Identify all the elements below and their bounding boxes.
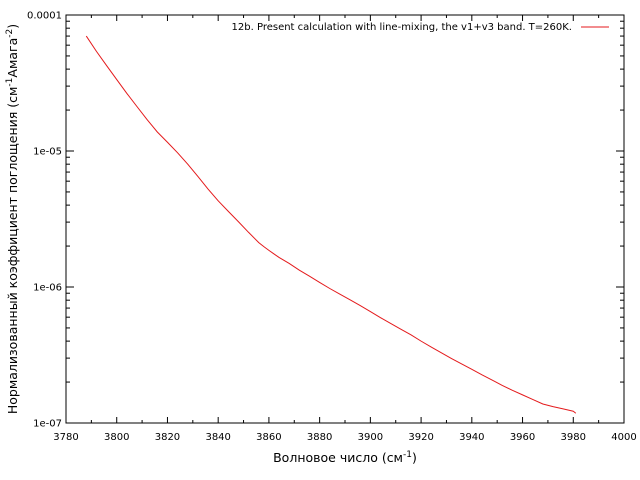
plot-frame: [65, 14, 625, 424]
legend-label: 12b. Present calculation with line-mixin…: [232, 22, 572, 33]
y-axis-ticks: 1e-07 1e-06 1e-05 0.0001: [27, 11, 624, 430]
x-tick-label: 3920: [408, 432, 433, 443]
x-tick-label: 3940: [459, 432, 484, 443]
x-tick-label: 3820: [155, 432, 180, 443]
y-tick-label: 1e-05: [33, 147, 62, 158]
x-axis-title: Волновое число (см-1): [273, 450, 417, 465]
x-tick-label: 3780: [53, 432, 78, 443]
y-tick-label: 1e-06: [33, 283, 62, 294]
x-tick-label: 3980: [561, 432, 586, 443]
x-axis-ticks: 3780 3800 3820 3840 3860 3880 3900 3920 3940 3960…: [53, 15, 637, 443]
x-tick-label: 4000: [611, 432, 636, 443]
series-line-0: [85, 35, 577, 414]
x-tick-label: 3860: [256, 432, 281, 443]
x-tick-label: 3960: [510, 432, 535, 443]
x-tick-label: 3840: [205, 432, 230, 443]
y-axis-title: Нормализованный коэффициент поглощения (…: [5, 24, 20, 414]
series-layer: [85, 35, 577, 414]
x-tick-label: 3900: [358, 432, 383, 443]
x-tick-label: 3800: [104, 432, 129, 443]
y-tick-label: 1e-07: [33, 419, 62, 430]
legend: 12b. Present calculation with line-mixin…: [232, 22, 609, 33]
y-tick-label: 0.0001: [27, 11, 62, 22]
x-tick-label: 3880: [307, 432, 332, 443]
